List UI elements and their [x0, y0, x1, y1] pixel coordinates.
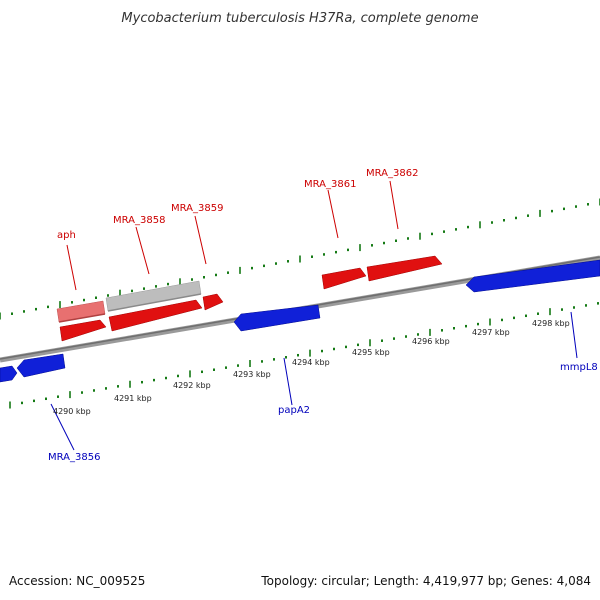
- gene-label-mra-3861[interactable]: MRA_3861: [304, 179, 356, 190]
- gene-label-mra-3859[interactable]: MRA_3859: [171, 203, 223, 214]
- forward-genes: [59, 255, 443, 342]
- gene-arrow-mra-3859[interactable]: [202, 293, 224, 311]
- ruler-label-4291: 4291 kbp: [114, 394, 152, 403]
- gene-arrow-mmpl8[interactable]: [465, 259, 600, 293]
- accession-text: Accession: NC_009525: [9, 574, 145, 588]
- label-leader-lines: [50, 180, 578, 451]
- map-title: Mycobacterium tuberculosis H37Ra, comple…: [121, 11, 478, 26]
- gene-label-mra-3858[interactable]: MRA_3858: [113, 215, 165, 226]
- ruler-label-4295: 4295 kbp: [352, 348, 390, 357]
- gene-label-mmpl8[interactable]: mmpL8: [560, 362, 598, 373]
- gene-arrow-mra-3861[interactable]: [321, 267, 367, 290]
- topology-summary-text: Topology: circular; Length: 4,419,977 bp…: [260, 574, 591, 588]
- gene-arrow-aph[interactable]: [59, 319, 107, 342]
- gene-arrow-mra-3858[interactable]: [108, 299, 203, 332]
- ruler-label-4294: 4294 kbp: [292, 358, 330, 367]
- ruler-labels: 4290 kbp 4291 kbp 4292 kbp 4293 kbp 4294…: [53, 319, 570, 416]
- gene-label-papa2[interactable]: papA2: [278, 405, 310, 416]
- ruler-label-4292: 4292 kbp: [173, 381, 211, 390]
- gene-label-mra-3856[interactable]: MRA_3856: [48, 452, 100, 463]
- reverse-genes: [0, 259, 600, 383]
- gene-label-aph[interactable]: aph: [57, 230, 76, 241]
- pseudo-feature-row: [56, 280, 202, 323]
- ruler-label-4297: 4297 kbp: [472, 328, 510, 337]
- inner-ruler-ticks: [9, 302, 599, 409]
- ruler-label-4296: 4296 kbp: [412, 337, 450, 346]
- ruler-label-4293: 4293 kbp: [233, 370, 271, 379]
- ruler-label-4298: 4298 kbp: [532, 319, 570, 328]
- gene-arrow-papa2[interactable]: [233, 304, 321, 332]
- gene-label-mra-3862[interactable]: MRA_3862: [366, 168, 418, 179]
- gene-arrow-mra-3856[interactable]: [16, 353, 66, 378]
- gene-labels: aph MRA_3858 MRA_3859 MRA_3861 MRA_3862 …: [48, 168, 598, 463]
- gene-arrow-left-partial[interactable]: [0, 365, 18, 383]
- outer-ruler-ticks: [0, 198, 600, 320]
- gene-arrow-mra-3862[interactable]: [366, 255, 443, 282]
- ruler-label-4290: 4290 kbp: [53, 407, 91, 416]
